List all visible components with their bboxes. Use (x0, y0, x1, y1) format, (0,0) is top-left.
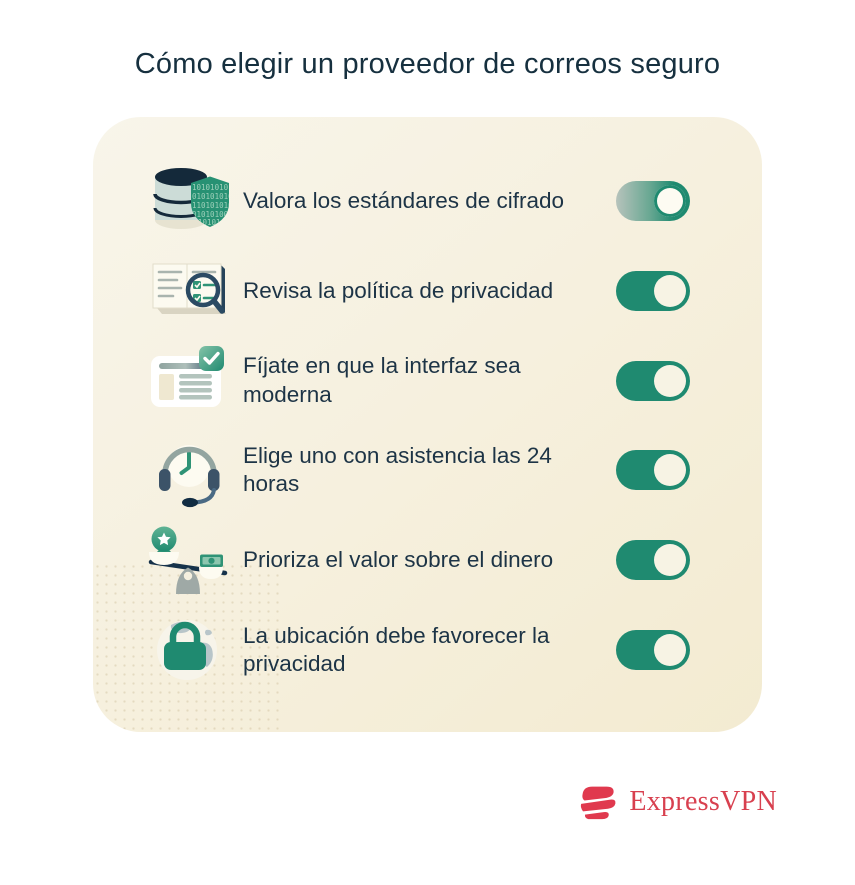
toggle-knob (654, 364, 686, 397)
expressvpn-logomark-icon (581, 786, 616, 820)
toggle[interactable] (616, 181, 690, 221)
list-item: La ubicación debe favorecer la privacida… (143, 608, 690, 692)
svg-text:1010101010: 1010101010 (192, 183, 235, 192)
toggle-knob (654, 185, 686, 217)
row-label: Revisa la política de privacidad (243, 277, 554, 303)
row-label: Valora los estándares de cifrado (243, 187, 565, 213)
checklist-card: 1010101010 0101010100 1101010101 0101010… (93, 117, 762, 732)
svg-text:1101010101: 1101010101 (192, 201, 235, 210)
toggle[interactable] (616, 540, 690, 581)
page-title: Cómo elegir un proveedor de correos segu… (134, 48, 721, 80)
row-label: Fíjate en que la interfaz sea moderna (243, 353, 521, 407)
list-item: Fíjate en que la interfaz sea moderna (143, 339, 690, 423)
list-item: 1010101010 0101010100 1101010101 0101010… (143, 159, 690, 243)
checklist: 1010101010 0101010100 1101010101 0101010… (93, 117, 762, 732)
row-label: La ubicación debe favorecer la privacida… (243, 622, 550, 676)
list-item: Elige uno con asistencia las 24 horas (143, 428, 690, 512)
list-item: Revisa la política de privacidad (143, 249, 690, 333)
brand-wordmark: ExpressVPN (629, 786, 777, 817)
value-balance-icon (143, 520, 235, 600)
toggle-knob (654, 274, 686, 307)
expressvpn-logo: ExpressVPN (572, 781, 777, 823)
location-privacy-icon (143, 610, 235, 690)
toggle-knob (654, 454, 686, 487)
svg-text:0101010010: 0101010010 (192, 210, 235, 219)
toggle-knob (654, 544, 686, 577)
toggle[interactable] (616, 360, 690, 401)
toggle[interactable] (616, 629, 690, 670)
encryption-shield-icon: 1010101010 0101010100 1101010101 0101010… (143, 161, 235, 241)
list-item: Prioriza el valor sobre el dinero (143, 518, 690, 602)
support-24h-icon (143, 430, 235, 510)
row-label: Elige uno con asistencia las 24 horas (243, 443, 552, 497)
toggle[interactable] (616, 270, 690, 311)
modern-interface-icon (143, 341, 235, 421)
toggle-knob (654, 633, 686, 666)
svg-text:101010: 101010 (198, 218, 226, 227)
row-label: Prioriza el valor sobre el dinero (243, 547, 554, 573)
svg-text:0101010100: 0101010100 (192, 192, 235, 201)
privacy-policy-icon (143, 251, 235, 331)
toggle[interactable] (616, 450, 690, 491)
